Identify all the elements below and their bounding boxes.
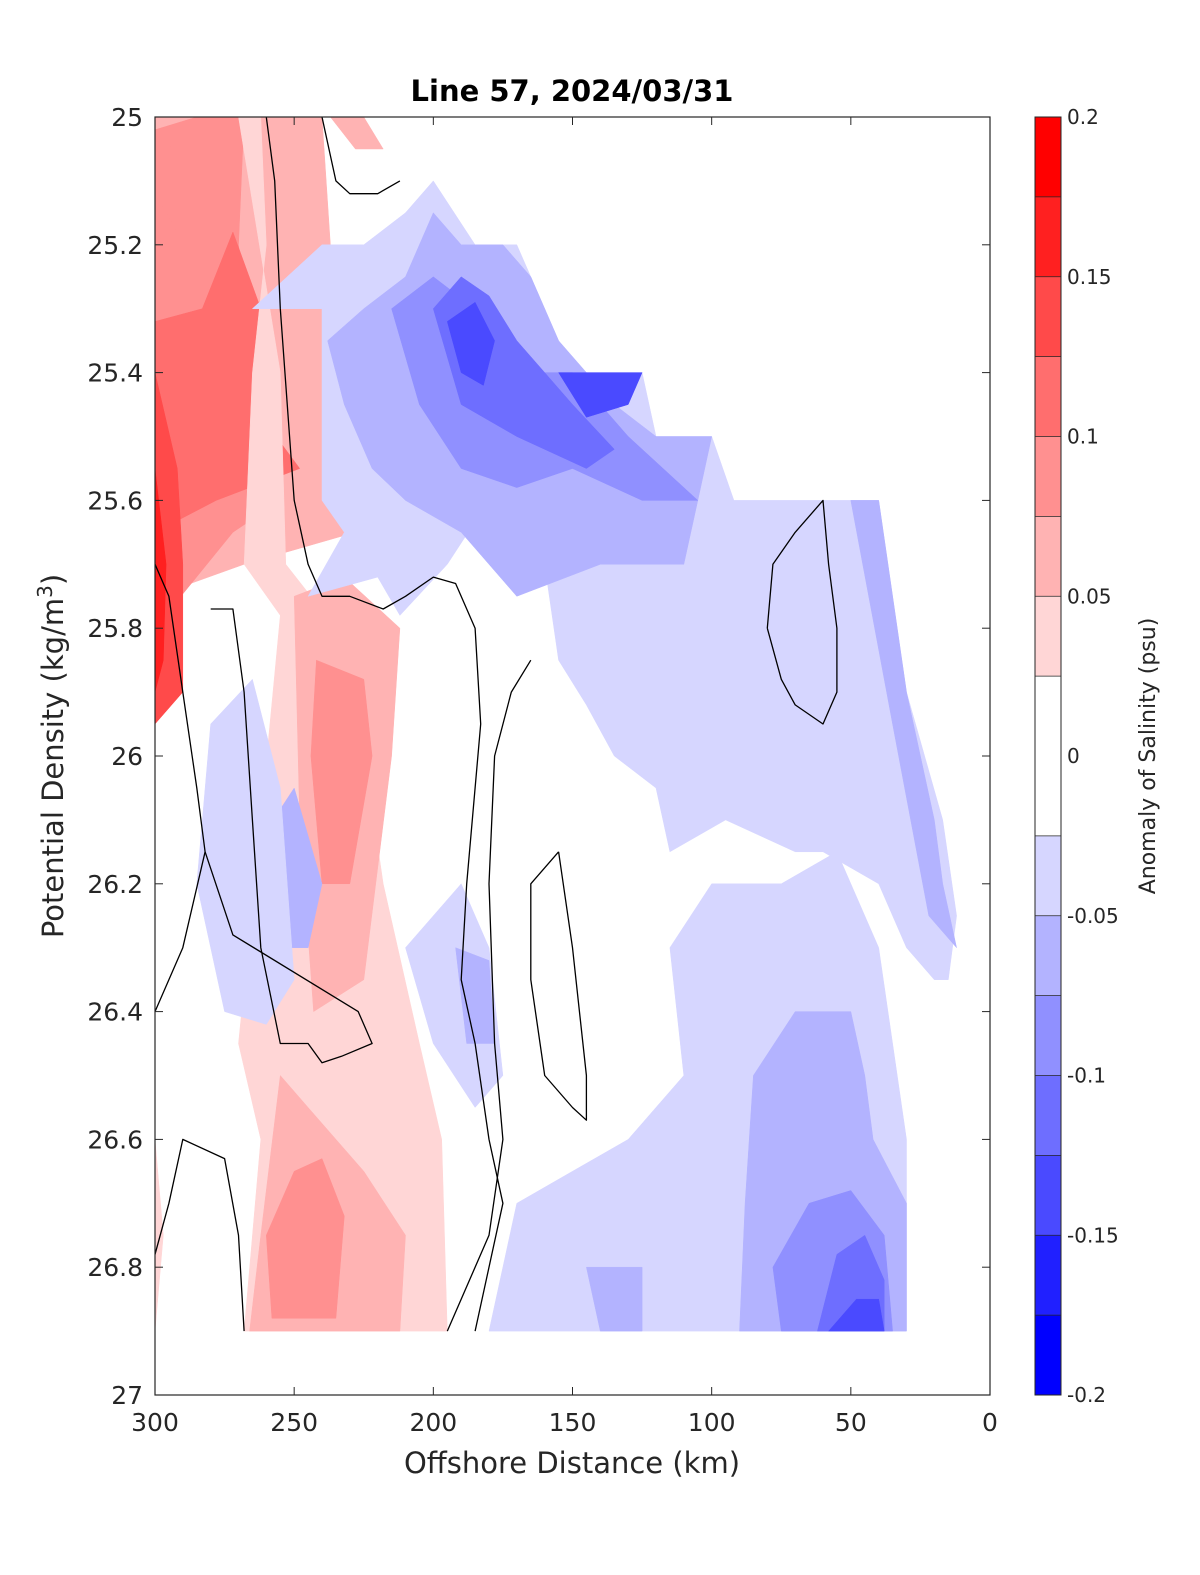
y-tick-label-2: 25.4	[87, 359, 143, 388]
colorbar-band-2	[1035, 1155, 1061, 1236]
zero-contour-6	[766, 499, 838, 725]
colorbar-tick-label-2: 0.1	[1067, 425, 1099, 449]
y-axis-label-close: )	[36, 574, 70, 585]
x-tick-label-4: 100	[688, 1408, 736, 1437]
contour-region-17	[447, 302, 495, 386]
colorbar-band-4	[1035, 995, 1061, 1076]
y-tick-label-10: 27	[111, 1381, 143, 1410]
contour-region-29	[850, 500, 957, 948]
colorbar-tick-label-5: -0.05	[1067, 904, 1119, 928]
x-tick-label-2: 200	[409, 1408, 457, 1437]
contour-fill-regions	[155, 117, 957, 1332]
contour-region-18	[558, 372, 643, 418]
colorbar-band-14	[1035, 117, 1061, 197]
colorbar-tick-label-1: 0.15	[1067, 265, 1112, 289]
y-tick-label-1: 25.2	[87, 231, 143, 260]
x-tick-label-3: 150	[549, 1408, 597, 1437]
x-tick-label-0: 300	[131, 1408, 179, 1437]
contour-region-9	[310, 659, 373, 885]
zero-contour-7	[155, 1138, 245, 1332]
y-tick-label-3: 25.6	[87, 486, 143, 515]
y-axis: 25 25.2 25.4 25.6 25.8 26 26.2 26.4 26.6 26.8 27	[87, 103, 990, 1410]
colorbar-band-8	[1035, 596, 1061, 677]
y-tick-label-9: 26.8	[87, 1253, 143, 1282]
colorbar-tick-label-8: -0.2	[1067, 1383, 1106, 1407]
zero-contour-5	[530, 851, 588, 1121]
contour-region-5	[155, 135, 198, 233]
zero-contour-2	[265, 117, 504, 1332]
y-tick-label-5: 26	[111, 742, 143, 771]
y-tick-label-8: 26.6	[87, 1125, 143, 1154]
y-tick-label-6: 26.2	[87, 870, 143, 899]
colorbar-label: Anomaly of Salinity (psu)	[1136, 618, 1161, 895]
x-tick-label-6: 0	[982, 1408, 998, 1437]
colorbar-band-0	[1035, 1315, 1061, 1395]
contour-region-27	[828, 1298, 885, 1332]
colorbar-frame	[1034, 116, 1062, 1396]
y-tick-label-7: 26.4	[87, 998, 143, 1027]
contour-region-11	[266, 1158, 345, 1319]
contour-region-4	[155, 468, 167, 693]
colorbar-band-7	[1035, 676, 1061, 836]
contour-region-21	[405, 883, 504, 1108]
colorbar-band-1	[1035, 1235, 1061, 1316]
zero-contour-0	[155, 564, 373, 1064]
colorbar-band-9	[1035, 516, 1061, 597]
x-axis-label: Offshore Distance (km)	[404, 1446, 740, 1480]
contour-region-6	[330, 117, 384, 150]
colorbar-tick-label-4: 0	[1067, 744, 1080, 768]
x-tick-label-5: 50	[835, 1408, 867, 1437]
contour-region-28	[586, 1266, 643, 1332]
colorbar: 0.2 0.15 0.1 0.05 0 -0.05 -0.1 -0.15 -0.2	[1034, 105, 1119, 1407]
y-axis-label-superscript: 3	[33, 585, 57, 598]
y-axis-label-main: Potential Density (kg/m	[36, 598, 70, 938]
x-axis: 300 250 200 150 100 50 0	[131, 117, 998, 1437]
colorbar-tick-label-7: -0.15	[1067, 1223, 1119, 1247]
colorbar-band-12	[1035, 276, 1061, 357]
y-tick-label-0: 25	[111, 103, 143, 132]
x-tick-label-1: 250	[270, 1408, 318, 1437]
colorbar-band-11	[1035, 356, 1061, 437]
contour-region-12	[155, 1139, 164, 1332]
zero-contour-3	[446, 659, 532, 1332]
chart-title: Line 57, 2024/03/31	[411, 74, 734, 108]
zero-contour-1	[155, 851, 206, 1012]
contour-region-20	[196, 679, 295, 1025]
y-tick-label-4: 25.8	[87, 614, 143, 643]
y-axis-label: Potential Density (kg/m3)	[33, 574, 70, 938]
colorbar-tick-label-3: 0.05	[1067, 584, 1112, 608]
colorbar-tick-label-0: 0.2	[1067, 105, 1099, 129]
colorbar-band-13	[1035, 196, 1061, 277]
zero-contour-4	[321, 117, 401, 195]
zero-contour-lines	[155, 117, 838, 1332]
contour-plot-area	[154, 116, 991, 1396]
colorbar-band-10	[1035, 436, 1061, 517]
colorbar-band-3	[1035, 1075, 1061, 1156]
colorbar-tick-label-6: -0.1	[1067, 1064, 1106, 1088]
colorbar-band-5	[1035, 915, 1061, 996]
colorbar-band-6	[1035, 835, 1061, 916]
